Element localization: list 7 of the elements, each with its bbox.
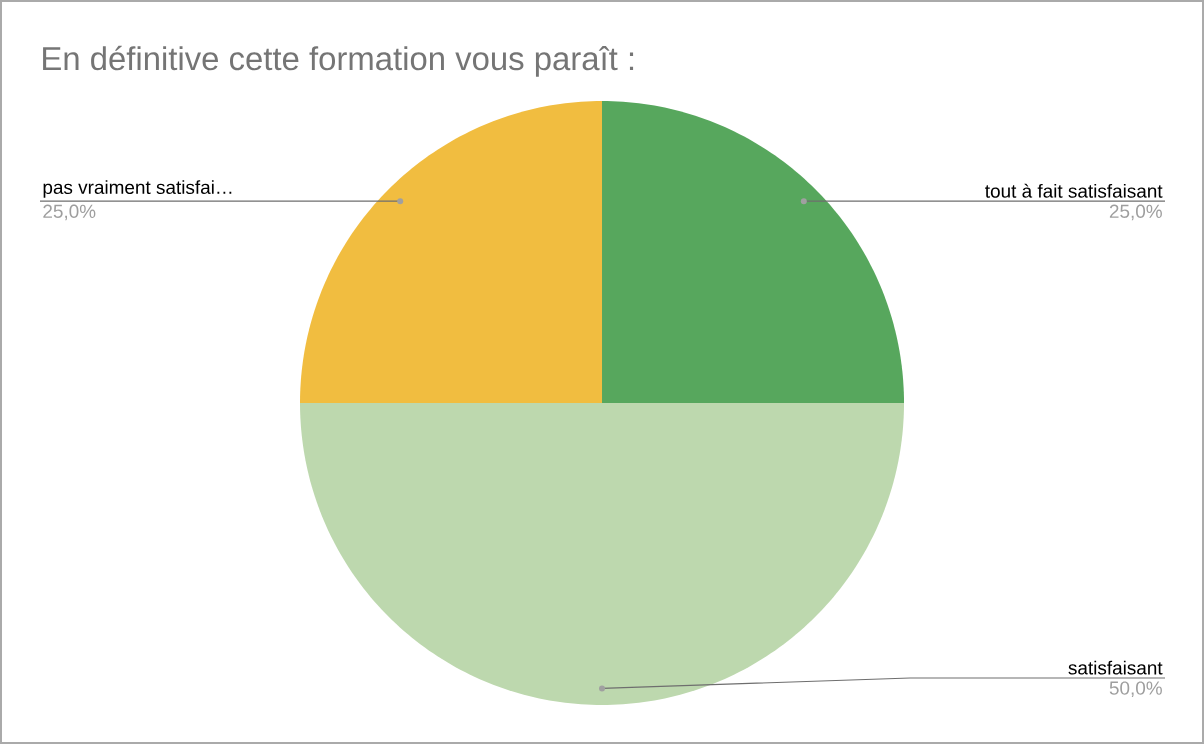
chart-title: En définitive cette formation vous paraît : bbox=[43, 45, 634, 77]
data-label: 25,0% bbox=[1109, 204, 1162, 221]
slice-label: tout à fait satisfaisant bbox=[985, 183, 1163, 198]
slice-label: pas vraiment satisfai… bbox=[43, 180, 232, 198]
slice-label: satisfaisant bbox=[1068, 660, 1163, 675]
data-label: 25,0% bbox=[43, 204, 96, 221]
data-label: 50,0% bbox=[1109, 681, 1162, 698]
